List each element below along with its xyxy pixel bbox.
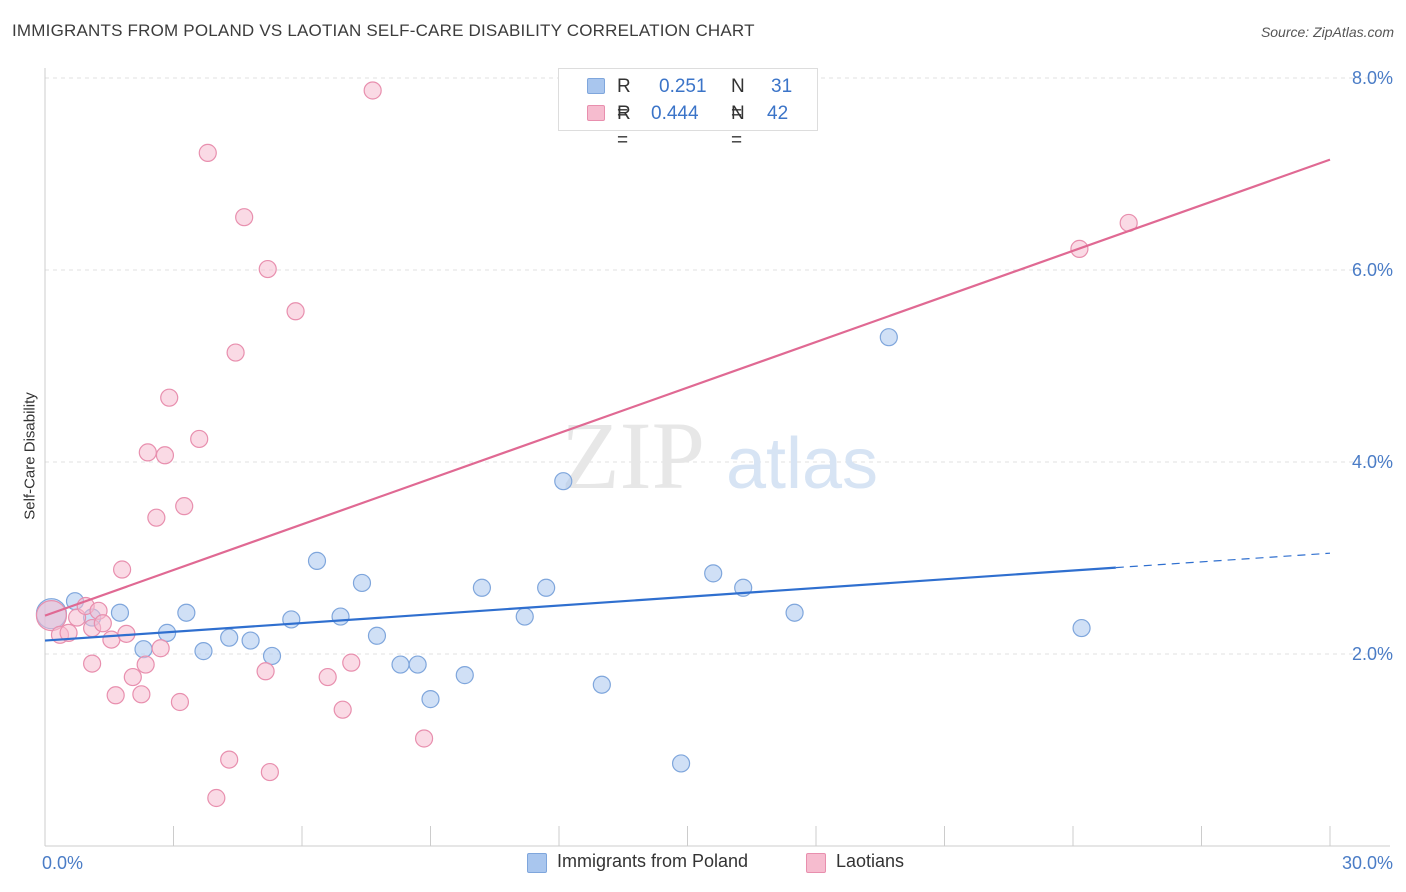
- point-laotians: [258, 259, 277, 279]
- stats-box: R = 0.251 N = 31 R = 0.444 N = 42: [558, 68, 818, 151]
- point-poland: [671, 754, 691, 773]
- point-poland: [554, 472, 573, 491]
- point-laotians: [342, 653, 361, 672]
- point-poland: [194, 642, 213, 661]
- point-laotians: [226, 343, 245, 362]
- stats-r-value: 0.251: [659, 76, 707, 97]
- x-tick-label: 30.0%: [1342, 853, 1393, 873]
- watermark-zip: ZIP: [561, 402, 705, 509]
- point-laotians: [112, 560, 132, 579]
- point-laotians: [260, 762, 279, 782]
- point-laotians: [35, 599, 68, 632]
- point-laotians: [151, 639, 170, 658]
- point-poland: [220, 628, 239, 647]
- point-laotians: [155, 446, 175, 465]
- point-laotians: [138, 443, 157, 462]
- stats-r-value: 0.444: [651, 103, 699, 124]
- point-laotians: [160, 388, 179, 407]
- point-poland: [134, 640, 153, 659]
- point-poland: [455, 666, 474, 685]
- point-laotians: [256, 662, 275, 681]
- point-laotians: [198, 143, 217, 162]
- legend-label-laotians: Laotians: [836, 851, 905, 871]
- point-laotians: [106, 686, 125, 705]
- stats-r-label: R =: [617, 103, 631, 151]
- y-tick-label: 2.0%: [1352, 644, 1393, 664]
- stats-n-label: N =: [731, 76, 745, 124]
- trend-line-poland: [44, 566, 1116, 642]
- point-laotians: [220, 750, 239, 769]
- source-label: Source: ZipAtlas.com: [1260, 24, 1394, 40]
- watermark-atlas: atlas: [726, 424, 878, 504]
- stats-swatch-poland: [587, 78, 605, 94]
- point-poland: [421, 690, 440, 709]
- legend-swatch-laotians: [806, 853, 826, 873]
- chart-title: IMMIGRANTS FROM POLAND VS LAOTIAN SELF-C…: [12, 21, 755, 40]
- point-laotians: [170, 692, 190, 712]
- point-poland: [472, 578, 491, 597]
- point-laotians: [190, 429, 209, 449]
- trend-line-laotians: [44, 158, 1331, 617]
- point-laotians: [318, 667, 337, 687]
- point-poland: [704, 564, 723, 583]
- point-poland: [110, 603, 130, 622]
- point-poland: [537, 578, 556, 597]
- stats-n-label: N =: [731, 103, 745, 151]
- stats-r-label: R =: [617, 76, 631, 124]
- axes: [44, 68, 1390, 847]
- point-poland: [408, 655, 427, 674]
- point-laotians: [333, 700, 352, 719]
- tick-labels: 2.0% 4.0% 6.0% 8.0% 0.0% 30.0%: [42, 68, 1393, 873]
- y-tick-label: 6.0%: [1352, 260, 1393, 280]
- point-poland: [879, 328, 898, 347]
- point-laotians: [136, 655, 155, 674]
- stats-n-value: 31: [771, 76, 793, 97]
- point-laotians: [93, 614, 112, 633]
- point-poland: [282, 610, 301, 629]
- point-laotians: [207, 788, 226, 808]
- point-poland: [307, 551, 327, 570]
- point-laotians: [286, 302, 305, 321]
- point-laotians: [235, 208, 254, 227]
- x-tick-label: 0.0%: [42, 853, 83, 873]
- point-poland: [391, 655, 410, 674]
- point-poland: [262, 646, 282, 666]
- legend-swatch-poland: [527, 853, 547, 873]
- point-poland: [241, 631, 260, 650]
- point-laotians: [414, 729, 434, 748]
- legend-label-poland: Immigrants from Poland: [557, 851, 749, 871]
- point-laotians: [123, 667, 142, 687]
- point-laotians: [363, 81, 382, 100]
- stats-n-value: 42: [767, 103, 789, 124]
- point-laotians: [59, 623, 78, 642]
- y-tick-label: 8.0%: [1352, 68, 1393, 88]
- point-laotians: [147, 508, 166, 527]
- point-poland: [331, 607, 350, 626]
- point-poland: [177, 603, 196, 622]
- trend-line-poland-extension: [1115, 552, 1331, 569]
- trend-lines: [44, 158, 1331, 642]
- point-poland: [367, 626, 387, 645]
- point-laotians: [132, 685, 151, 704]
- point-poland: [785, 603, 804, 622]
- stats-swatch-laotians: [587, 105, 605, 121]
- point-poland: [592, 675, 611, 694]
- point-laotians: [175, 497, 194, 516]
- point-poland: [515, 607, 534, 626]
- point-poland: [1072, 618, 1091, 638]
- point-poland: [352, 573, 372, 593]
- point-laotians: [83, 654, 102, 673]
- y-tick-label: 4.0%: [1352, 452, 1393, 472]
